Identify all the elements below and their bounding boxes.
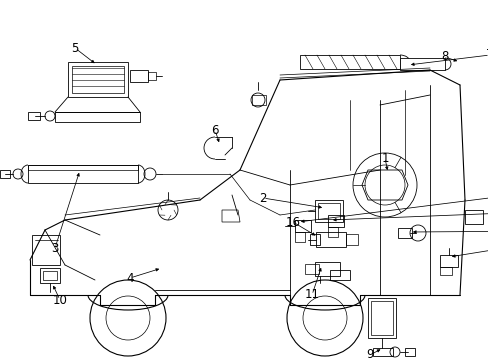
Bar [370,301,392,335]
Bar [32,235,60,265]
Bar [43,271,57,280]
Bar [464,210,482,224]
Text: 16: 16 [285,216,300,229]
Text: 10: 10 [52,293,67,306]
Bar [294,232,305,242]
Bar [68,62,128,97]
Text: 9: 9 [366,348,373,360]
Bar [315,232,346,247]
Bar [372,348,392,356]
Bar [346,234,357,245]
Bar [28,165,138,170]
Bar [327,227,337,237]
Bar [130,70,148,82]
Bar [439,255,457,267]
Bar [148,72,156,80]
Bar [439,267,451,275]
Text: 7: 7 [485,49,488,62]
Text: 4: 4 [126,271,134,284]
Bar [305,264,318,274]
Bar [367,298,395,338]
Bar [329,270,349,280]
Bar [28,165,138,183]
Bar [314,200,342,222]
Bar [251,95,265,105]
Bar [309,234,319,245]
Text: 3: 3 [51,242,59,255]
Text: 1: 1 [381,152,388,165]
Text: 11: 11 [304,288,319,302]
Bar [404,348,414,356]
Bar [327,215,343,227]
Bar [28,112,40,120]
Bar [0,170,10,178]
Bar [299,55,399,69]
Text: 6: 6 [211,123,218,136]
Text: 2: 2 [259,192,266,204]
Bar [397,228,411,238]
Bar [294,220,310,232]
Bar [40,268,60,283]
Text: 8: 8 [440,50,448,63]
Text: 5: 5 [71,41,79,54]
Bar [314,262,339,276]
Bar [317,203,339,219]
Bar [399,58,444,70]
Bar [55,112,140,122]
Bar [72,66,124,93]
